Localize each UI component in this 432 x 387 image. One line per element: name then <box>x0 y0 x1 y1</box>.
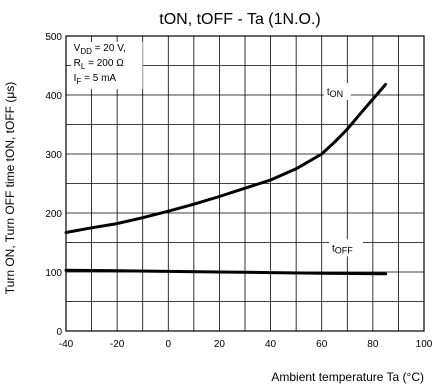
y-tick-label: 100 <box>45 268 62 279</box>
condition-line: IF = 5 mA <box>74 73 117 86</box>
x-tick-label: 100 <box>416 339 432 350</box>
y-tick-label: 300 <box>45 150 62 161</box>
x-tick-label: 40 <box>265 339 277 350</box>
y-axis-label: Turn ON, Turn OFF time tON, tOFF (μs) <box>3 82 17 294</box>
x-tick-label: 60 <box>316 339 328 350</box>
x-tick-label: 0 <box>166 339 172 350</box>
series-label-tON: tON <box>327 87 343 99</box>
condition-line: VDD = 20 V, <box>74 43 126 56</box>
y-tick-label: 0 <box>56 327 62 338</box>
series-line-tOFF <box>64 268 388 276</box>
series-label-bg <box>328 239 363 257</box>
series-label-tOFF: tOFF <box>332 243 353 255</box>
y-tick-labels: 0 100 200 300 400 500 <box>45 32 62 338</box>
y-tick-label: 200 <box>45 209 62 220</box>
series-labels: tON tOFF <box>323 83 363 257</box>
chart-title: tON, tOFF - Ta (1N.O.) <box>159 11 321 28</box>
x-tick-labels: -40 -20 0 20 40 60 80 100 <box>59 339 432 350</box>
plot-frame <box>65 35 425 332</box>
conditions: VDD = 20 V, RL = 200 Ω IF = 5 mA <box>74 43 126 86</box>
series-label-bg <box>323 83 351 100</box>
y-tick-label: 400 <box>45 91 62 102</box>
x-axis-label: Ambient temperature Ta (°C) <box>271 370 424 384</box>
condition-line: RL = 200 Ω <box>74 58 125 71</box>
y-tick-label: 500 <box>45 32 62 43</box>
x-tick-label: 20 <box>214 339 226 350</box>
x-tick-label: -20 <box>110 339 125 350</box>
series-line-tON <box>64 82 388 234</box>
x-tick-label: 80 <box>367 339 379 350</box>
conditions-box <box>71 41 143 90</box>
series-layer <box>64 82 388 276</box>
x-tick-label: -40 <box>59 339 74 350</box>
